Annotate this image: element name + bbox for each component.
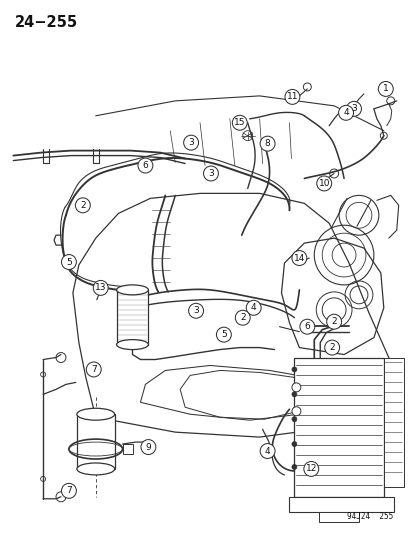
Text: 10: 10 xyxy=(318,179,329,188)
Text: 5: 5 xyxy=(221,330,226,339)
Bar xyxy=(294,358,383,497)
Text: 2: 2 xyxy=(240,313,245,322)
Text: 6: 6 xyxy=(304,322,309,331)
Bar xyxy=(318,512,358,522)
Circle shape xyxy=(138,158,152,173)
Circle shape xyxy=(235,310,249,325)
Circle shape xyxy=(40,372,45,377)
Bar xyxy=(77,414,114,469)
Text: 7: 7 xyxy=(91,365,96,374)
Circle shape xyxy=(203,166,218,181)
Text: 1: 1 xyxy=(382,84,388,93)
Circle shape xyxy=(56,352,66,362)
Circle shape xyxy=(75,198,90,213)
Text: 94J24  255: 94J24 255 xyxy=(347,512,393,521)
Bar xyxy=(289,497,393,512)
Text: 11: 11 xyxy=(286,92,297,101)
Circle shape xyxy=(316,176,331,191)
Circle shape xyxy=(62,483,76,498)
Text: 6: 6 xyxy=(142,161,148,170)
Ellipse shape xyxy=(77,463,114,475)
Ellipse shape xyxy=(116,340,148,350)
Text: 3: 3 xyxy=(188,138,194,147)
Circle shape xyxy=(259,136,274,151)
Text: 3: 3 xyxy=(208,169,214,178)
Circle shape xyxy=(326,314,341,329)
Circle shape xyxy=(284,90,299,104)
Text: 9: 9 xyxy=(145,442,151,451)
Text: 14: 14 xyxy=(293,254,304,263)
Text: 12: 12 xyxy=(305,464,316,473)
Text: 5: 5 xyxy=(66,257,71,266)
Circle shape xyxy=(40,477,45,481)
Circle shape xyxy=(62,255,76,270)
Circle shape xyxy=(140,440,155,455)
Text: 7: 7 xyxy=(66,486,71,495)
Circle shape xyxy=(291,251,306,265)
Text: 3: 3 xyxy=(193,306,199,315)
Circle shape xyxy=(183,135,198,150)
Circle shape xyxy=(291,417,296,422)
Circle shape xyxy=(216,327,231,342)
Text: 13: 13 xyxy=(95,284,106,293)
Circle shape xyxy=(299,319,314,334)
Circle shape xyxy=(86,362,101,377)
Text: 2: 2 xyxy=(330,317,336,326)
Circle shape xyxy=(338,106,353,120)
Ellipse shape xyxy=(77,408,114,420)
Circle shape xyxy=(93,280,108,295)
Circle shape xyxy=(56,492,66,502)
Ellipse shape xyxy=(116,285,148,295)
Bar xyxy=(116,290,148,345)
Text: 24−255: 24−255 xyxy=(15,15,78,30)
Text: 8: 8 xyxy=(264,139,270,148)
Circle shape xyxy=(232,115,247,130)
Text: 4: 4 xyxy=(264,447,270,456)
Circle shape xyxy=(346,101,361,116)
Circle shape xyxy=(291,407,300,416)
Text: 4: 4 xyxy=(250,303,256,312)
Bar xyxy=(383,358,403,487)
Circle shape xyxy=(377,82,392,96)
Text: 15: 15 xyxy=(233,118,245,127)
Circle shape xyxy=(291,441,296,447)
Circle shape xyxy=(259,443,274,458)
Bar xyxy=(122,444,132,454)
Circle shape xyxy=(291,367,296,372)
Circle shape xyxy=(291,383,300,392)
Circle shape xyxy=(324,340,339,355)
Text: 2: 2 xyxy=(80,201,85,210)
Text: 2: 2 xyxy=(329,343,334,352)
Circle shape xyxy=(303,462,318,477)
Circle shape xyxy=(291,392,296,397)
Text: 4: 4 xyxy=(342,108,348,117)
Circle shape xyxy=(291,464,296,470)
Circle shape xyxy=(188,303,203,318)
Circle shape xyxy=(246,300,261,315)
Text: 3: 3 xyxy=(350,104,356,114)
